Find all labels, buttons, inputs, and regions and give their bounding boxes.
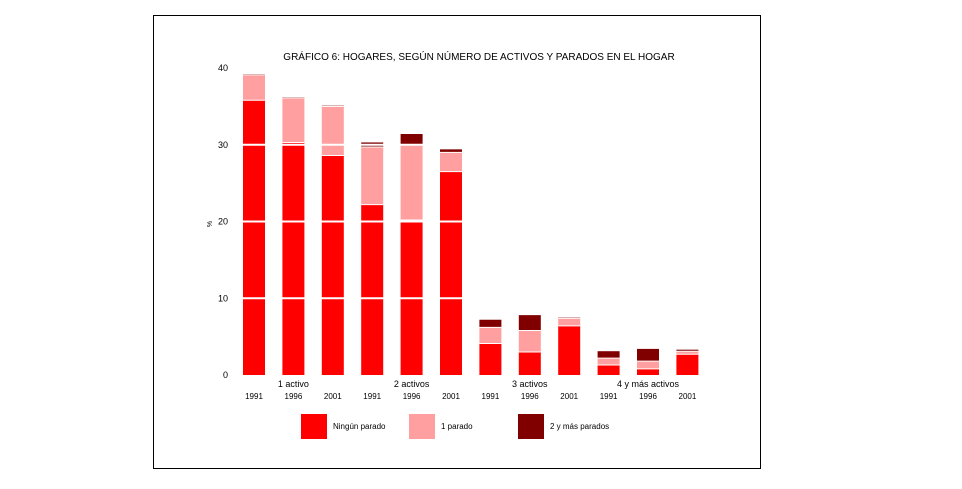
bar-segment: [321, 155, 344, 375]
bar-segment: [637, 361, 659, 369]
x-tick-label: 2001: [442, 392, 460, 401]
y-tick-label: 30: [218, 140, 228, 150]
bar-segment: [676, 354, 699, 375]
bar-segment: [637, 348, 659, 362]
bar-segment: [518, 330, 541, 352]
bar-segment: [597, 358, 620, 366]
group-label: 4 y más activos: [617, 379, 680, 389]
legend-label: Ningún parado: [333, 422, 386, 431]
legend-swatch: [301, 414, 327, 439]
legend-swatch: [518, 414, 544, 439]
bar-segment: [243, 100, 265, 376]
bar-segment: [518, 351, 541, 375]
bar-segment: [597, 351, 620, 359]
bar-segment: [400, 134, 423, 145]
bar-segment: [479, 319, 502, 328]
bar-segment: [282, 97, 305, 143]
x-tick-label: 2001: [679, 392, 697, 401]
y-tick-label: 10: [218, 293, 228, 303]
bar-segment: [597, 365, 620, 375]
bar-segment: [321, 106, 344, 156]
bar-segment: [440, 149, 462, 153]
legend-label: 2 y más parados: [550, 422, 609, 431]
bar-segment: [479, 343, 502, 375]
x-tick-label: 2001: [560, 392, 578, 401]
bar-segment: [479, 327, 502, 344]
bar-segment: [243, 74, 265, 101]
x-tick-label: 1996: [521, 392, 539, 401]
legend-label: 1 parado: [441, 422, 473, 431]
y-tick-label: 40: [218, 63, 228, 73]
bar-segment: [676, 351, 699, 355]
group-label: 3 activos: [512, 379, 548, 389]
chart-frame: GRÁFICO 6: HOGARES, SEGÚN NÚMERO DE ACTI…: [153, 15, 761, 469]
y-tick-label: 0: [223, 370, 228, 380]
legend: Ningún parado 1 parado 2 y más parados: [301, 414, 609, 439]
x-tick-label: 1991: [600, 392, 618, 401]
bar-segment: [440, 171, 462, 375]
y-tick-label: 20: [218, 217, 228, 227]
bar-segment: [400, 144, 423, 220]
x-tick-label: 1996: [639, 392, 657, 401]
legend-swatch: [409, 414, 435, 439]
bar-segment: [361, 147, 384, 205]
y-axis-label: %: [207, 221, 214, 227]
x-tick-label: 1991: [482, 392, 500, 401]
bar-segment: [518, 315, 541, 331]
bar-segment: [361, 204, 384, 375]
bar-segment: [558, 318, 581, 326]
x-tick-label: 1991: [363, 392, 381, 401]
chart-title: GRÁFICO 6: HOGARES, SEGÚN NÚMERO DE ACTI…: [283, 50, 674, 63]
bar-segment: [282, 142, 305, 375]
x-tick-label: 1996: [285, 392, 303, 401]
y-axis-ticks: 0 10 20 30 40: [218, 63, 228, 380]
stacked-bar-chart: GRÁFICO 6: HOGARES, SEGÚN NÚMERO DE ACTI…: [207, 50, 704, 439]
bars: [234, 67, 704, 376]
bar-segment: [558, 325, 581, 375]
x-tick-label: 1996: [403, 392, 421, 401]
group-label: 2 activos: [394, 379, 430, 389]
group-label: 1 activo: [278, 379, 309, 389]
x-axis-labels: 1991 1996 2001 1991 1996 2001 1991 1996 2001 1991…: [245, 379, 697, 401]
bar-segment: [637, 368, 659, 375]
bar-segment: [676, 349, 699, 352]
bar-segment: [440, 152, 462, 172]
x-tick-label: 1991: [245, 392, 263, 401]
x-tick-label: 2001: [324, 392, 342, 401]
